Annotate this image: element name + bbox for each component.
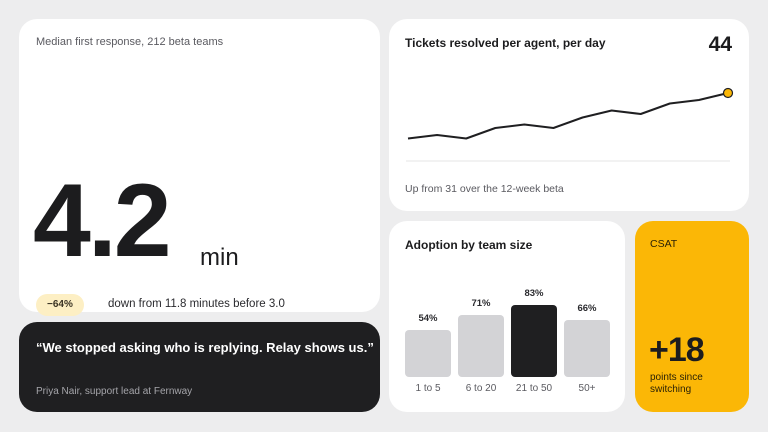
adoption-title: Adoption by team size — [405, 238, 533, 252]
adoption-bar-category-label: 1 to 5 — [415, 383, 441, 394]
adoption-bar-category-label: 50+ — [578, 383, 596, 394]
change-text: down from 11.8 minutes before 3.0 — [108, 298, 285, 310]
adoption-bar — [564, 319, 610, 377]
adoption-bar-value-label: 66% — [577, 302, 597, 314]
adoption-bar-category-label: 21 to 50 — [515, 383, 553, 394]
adoption-bar — [458, 315, 504, 377]
adoption-bar — [511, 305, 557, 377]
latest-point-marker — [722, 87, 734, 99]
first-response-value: 4.2 — [33, 163, 172, 279]
first-response-card: Median first response, 212 beta teams 4.… — [19, 19, 380, 316]
tickets-line-chart — [406, 87, 734, 162]
testimonial-card: “We stopped asking who is replying. Rela… — [19, 322, 380, 412]
csat-card: CSAT +18 points since switching — [635, 221, 749, 412]
adoption-bar-value-label: 83% — [524, 288, 544, 299]
adoption-bar-value-label: 54% — [418, 313, 438, 325]
testimonial-quote: “We stopped asking who is replying. Rela… — [36, 340, 374, 355]
first-response-caption: Median first response, 212 beta teams — [36, 36, 224, 48]
csat-value: +18 — [649, 331, 705, 369]
tickets-subtitle: Up from 31 over the 12-week beta — [405, 183, 564, 195]
tickets-series-line — [407, 92, 729, 140]
tickets-title: Tickets resolved per agent, per day — [405, 36, 606, 50]
tickets-value: 44 — [708, 33, 732, 56]
csat-label: CSAT — [650, 238, 678, 250]
adoption-bar-value-label: 71% — [471, 298, 491, 310]
adoption-bar — [405, 330, 451, 377]
tickets-card: Tickets resolved per agent, per day 44 U… — [389, 19, 749, 211]
adoption-card: Adoption by team size 54% 1 to 5 71% 6 to 2… — [389, 221, 625, 412]
testimonial-author: Priya Nair, support lead at Fernway — [36, 386, 193, 397]
adoption-bar-category-label: 6 to 20 — [465, 383, 497, 394]
first-response-unit: min — [200, 244, 239, 271]
change-badge: −64% — [36, 294, 84, 316]
csat-caption: points since switching — [650, 372, 703, 395]
